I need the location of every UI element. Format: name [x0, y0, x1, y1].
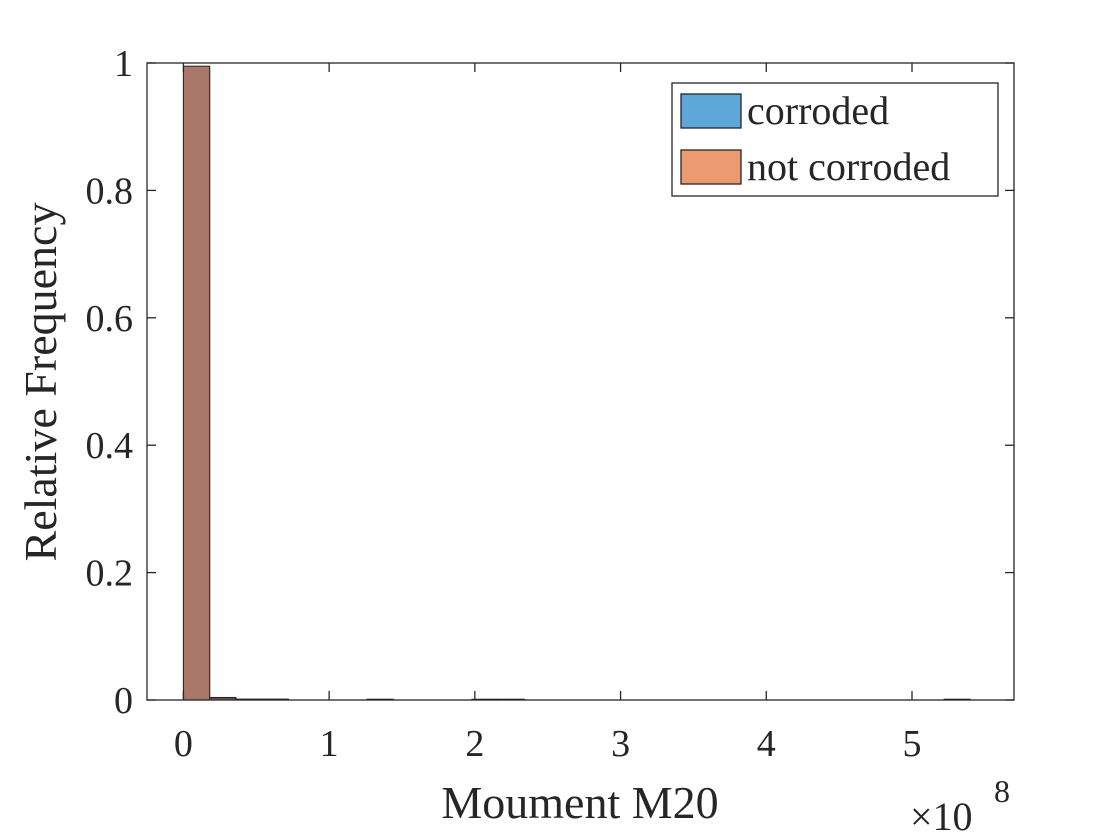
legend-swatch-not-corroded — [680, 149, 742, 185]
x-axis-exponent: ×10 8 — [910, 773, 1010, 839]
y-tick-label-5: 1 — [114, 43, 133, 85]
axis-ticks — [147, 62, 1014, 701]
y-tick-labels: 0 0.2 0.4 0.6 0.8 1 — [86, 43, 134, 722]
x-axis-label: Moument M20 — [441, 777, 718, 828]
x-tick-label-0: 0 — [174, 723, 193, 765]
legend-swatch-corroded — [680, 93, 742, 129]
x-tick-labels: 0 1 2 3 4 5 — [174, 723, 922, 765]
x-exponent-base: ×10 — [910, 794, 973, 839]
x-tick-label-2: 2 — [465, 723, 484, 765]
series-not-corroded-bars — [182, 65, 289, 701]
y-tick-label-0: 0 — [114, 680, 133, 722]
legend-label-not-corroded: not corroded — [747, 144, 950, 189]
bar-not-corroded-0 — [182, 65, 211, 701]
y-axis-label: Relative Frequency — [15, 203, 66, 562]
y-tick-label-4: 0.8 — [86, 170, 134, 212]
x-tick-label-4: 4 — [757, 723, 776, 765]
x-tick-label-3: 3 — [611, 723, 630, 765]
x-tick-label-5: 5 — [903, 723, 922, 765]
legend: corroded not corroded — [671, 82, 999, 197]
y-tick-label-3: 0.6 — [86, 298, 134, 340]
x-exponent-power: 8 — [994, 773, 1010, 809]
y-tick-label-2: 0.4 — [86, 425, 134, 467]
plot-frame — [146, 62, 1015, 701]
y-tick-label-1: 0.2 — [86, 553, 134, 595]
x-tick-label-1: 1 — [320, 723, 339, 765]
legend-label-corroded: corroded — [747, 88, 889, 133]
